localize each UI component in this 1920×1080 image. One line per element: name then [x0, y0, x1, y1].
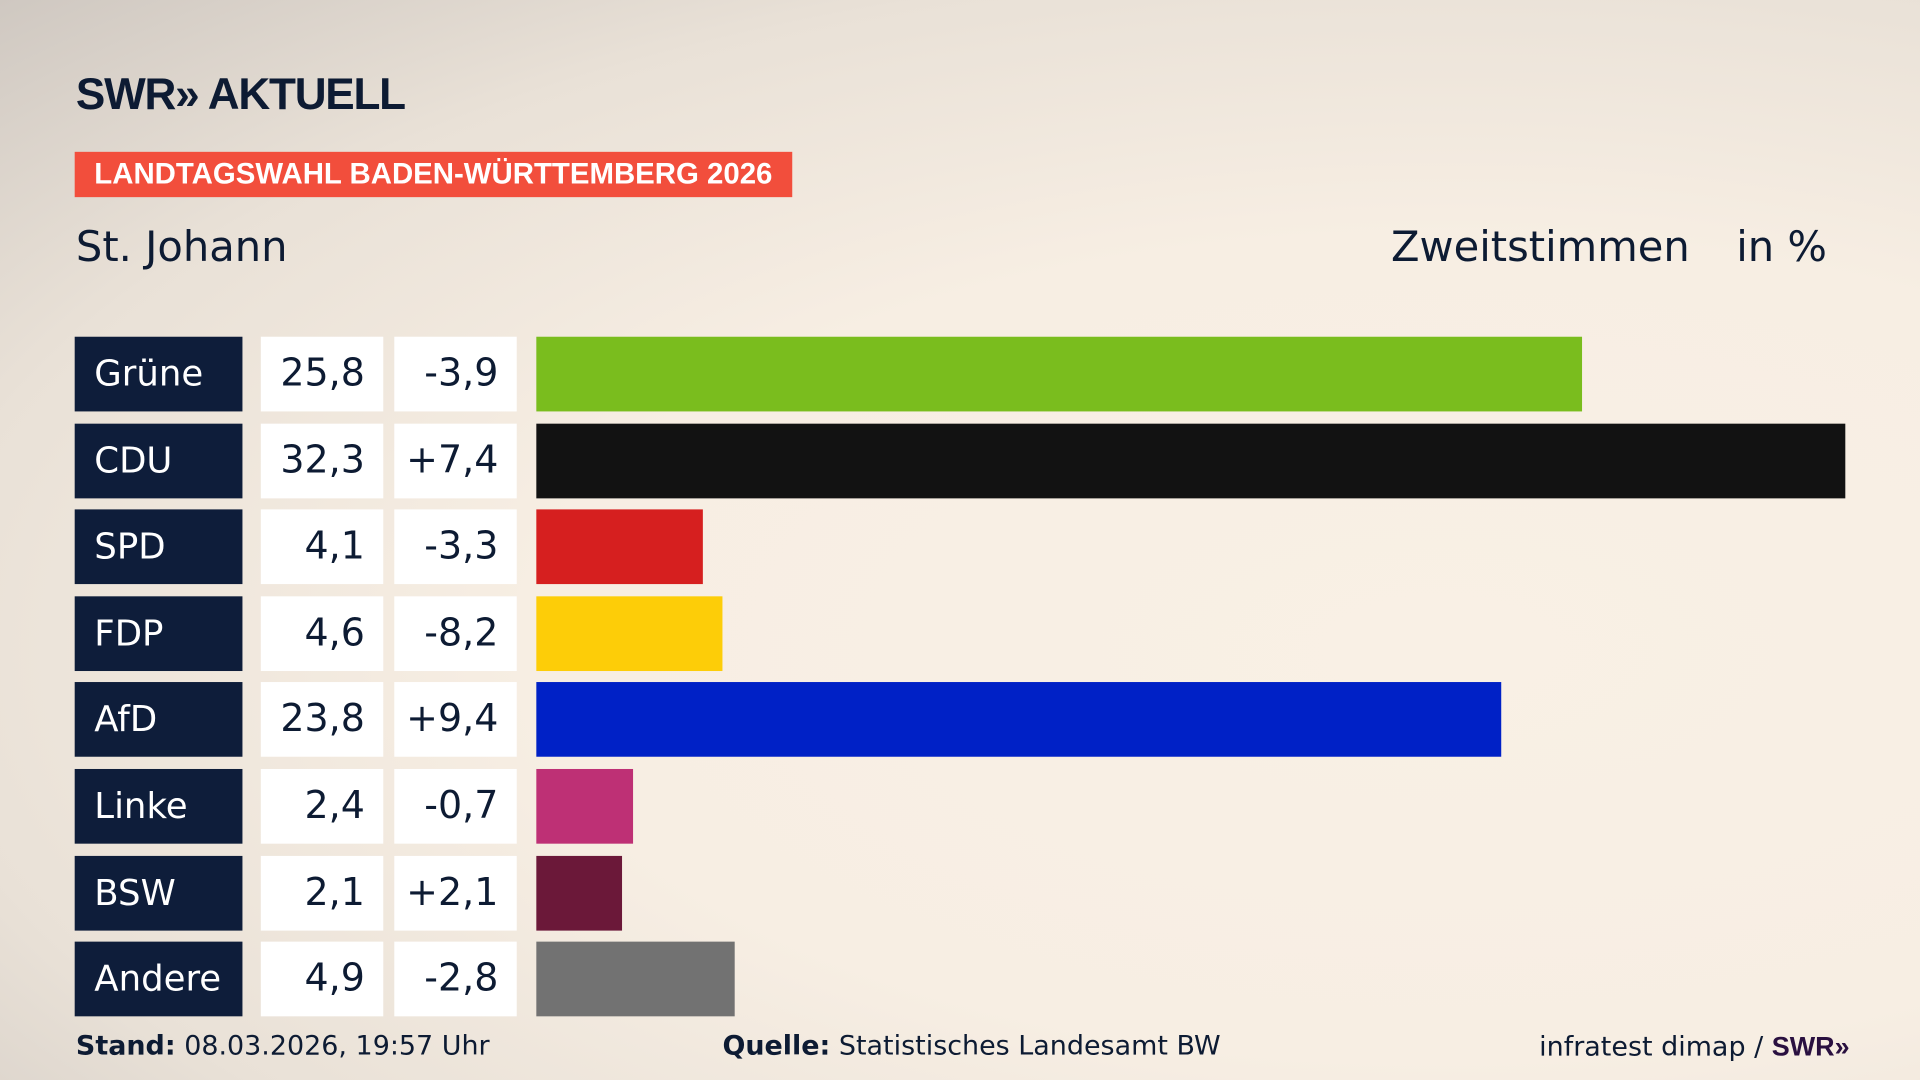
source-value: Statistisches Landesamt BW	[838, 1031, 1221, 1062]
bar	[536, 336, 1582, 412]
unit-label: in %	[1736, 222, 1827, 272]
change-label: -8,2	[394, 596, 517, 671]
value-label: 4,9	[260, 941, 384, 1017]
bar	[536, 596, 723, 671]
change-label: +7,4	[394, 423, 517, 498]
party-label: Grüne	[74, 336, 243, 412]
district-title: St. Johann	[75, 222, 288, 272]
swr-aktuell-logo: SWR» AKTUELL	[75, 68, 406, 119]
change-label: +2,1	[394, 855, 517, 931]
bar	[536, 941, 735, 1017]
bar-row: Grüne 25,8 -3,9	[0, 336, 1920, 412]
value-label: 4,1	[260, 509, 384, 585]
credit-text: infratest dimap /	[1539, 1032, 1772, 1063]
bar-row: BSW 2,1 +2,1	[0, 855, 1920, 931]
bar-row: SPD 4,1 -3,3	[0, 509, 1920, 585]
party-label: Andere	[74, 941, 243, 1017]
bar-row: CDU 32,3 +7,4	[0, 423, 1920, 498]
value-label: 2,4	[260, 768, 384, 844]
change-label: -0,7	[394, 768, 517, 844]
timestamp: Stand: 08.03.2026, 19:57 Uhr	[76, 1031, 490, 1062]
bar-row: FDP 4,6 -8,2	[0, 596, 1920, 671]
bar-row: Andere 4,9 -2,8	[0, 941, 1920, 1017]
bar	[536, 509, 703, 585]
bar	[536, 682, 1501, 758]
party-label: CDU	[74, 423, 243, 498]
bar	[536, 423, 1846, 498]
value-label: 4,6	[260, 596, 384, 671]
source-label: Quelle:	[722, 1031, 831, 1062]
source: Quelle: Statistisches Landesamt BW	[722, 1031, 1220, 1062]
stand-label: Stand:	[75, 1031, 176, 1062]
change-label: +9,4	[394, 682, 517, 758]
swr-logo: SWR»	[1771, 1031, 1850, 1062]
election-banner: LANDTAGSWAHL BADEN-WÜRTTEMBERG 2026	[74, 151, 792, 198]
party-label: AfD	[74, 682, 243, 758]
stand-value: 08.03.2026, 19:57 Uhr	[184, 1031, 490, 1062]
bar-row: AfD 23,8 +9,4	[0, 682, 1920, 758]
value-label: 2,1	[260, 855, 384, 931]
party-label: Linke	[74, 768, 243, 844]
party-label: FDP	[74, 596, 243, 671]
change-label: -3,9	[394, 336, 517, 412]
value-label: 25,8	[260, 336, 384, 412]
party-label: BSW	[74, 855, 243, 931]
credit: infratest dimap / SWR»	[1539, 1031, 1849, 1063]
bar	[536, 855, 622, 931]
value-label: 23,8	[260, 682, 384, 758]
change-label: -3,3	[394, 509, 517, 585]
bar-row: Linke 2,4 -0,7	[0, 768, 1920, 844]
change-label: -2,8	[394, 941, 517, 1017]
value-label: 32,3	[260, 423, 384, 498]
party-label: SPD	[74, 509, 243, 585]
metric-label: Zweitstimmen	[1391, 222, 1690, 272]
bar	[536, 768, 634, 844]
